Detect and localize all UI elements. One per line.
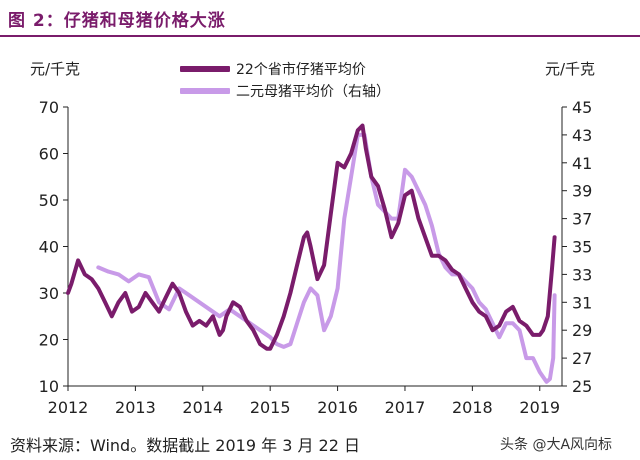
x-tick-label: 2014 — [182, 398, 223, 417]
chart-legend: 22个省市仔猪平均价 二元母猪平均价（右轴） — [180, 58, 390, 102]
right-tick-label: 41 — [572, 154, 592, 173]
left-tick-label: 60 — [39, 145, 59, 164]
right-tick-label: 37 — [572, 210, 592, 229]
right-tick-label: 25 — [572, 377, 592, 396]
left-tick-label: 20 — [39, 331, 59, 350]
x-tick-label: 2015 — [250, 398, 291, 417]
title-divider — [0, 35, 640, 37]
legend-item-sow: 二元母猪平均价（右轴） — [180, 80, 390, 102]
right-tick-label: 39 — [572, 182, 592, 201]
source-note: 资料来源：Wind。数据截止 2019 年 3 月 22 日 — [10, 436, 360, 455]
series-line-sow-price — [96, 132, 557, 384]
right-tick-label: 43 — [572, 126, 592, 145]
right-tick-label: 45 — [572, 98, 592, 117]
right-tick-label: 27 — [572, 349, 592, 368]
left-axis-unit: 元/千克 — [30, 60, 81, 78]
x-tick-label: 2017 — [385, 398, 426, 417]
x-tick-label: 2016 — [317, 398, 358, 417]
left-tick-label: 70 — [39, 98, 59, 117]
right-tick-label: 31 — [572, 293, 592, 312]
left-tick-label: 30 — [39, 284, 59, 303]
series-line-piglet-price — [66, 123, 557, 351]
right-tick-label: 29 — [572, 321, 592, 340]
legend-label-sow: 二元母猪平均价（右轴） — [236, 84, 390, 100]
legend-swatch-piglet — [180, 66, 230, 72]
right-tick-label: 35 — [572, 238, 592, 257]
figure-title: 图 2：仔猪和母猪价格大涨 — [8, 11, 226, 31]
left-tick-label: 40 — [39, 238, 59, 257]
x-tick-label: 2013 — [115, 398, 156, 417]
legend-swatch-sow — [180, 88, 230, 94]
left-tick-label: 10 — [39, 377, 59, 396]
left-tick-label: 50 — [39, 191, 59, 210]
watermark: 头条 @大A风向标 — [500, 437, 613, 453]
legend-item-piglet: 22个省市仔猪平均价 — [180, 58, 390, 80]
x-tick-label: 2012 — [48, 398, 89, 417]
x-tick-label: 2019 — [519, 398, 560, 417]
right-axis-unit: 元/千克 — [545, 60, 596, 78]
legend-label-piglet: 22个省市仔猪平均价 — [236, 62, 366, 78]
right-tick-label: 33 — [572, 265, 592, 284]
x-tick-label: 2018 — [452, 398, 493, 417]
